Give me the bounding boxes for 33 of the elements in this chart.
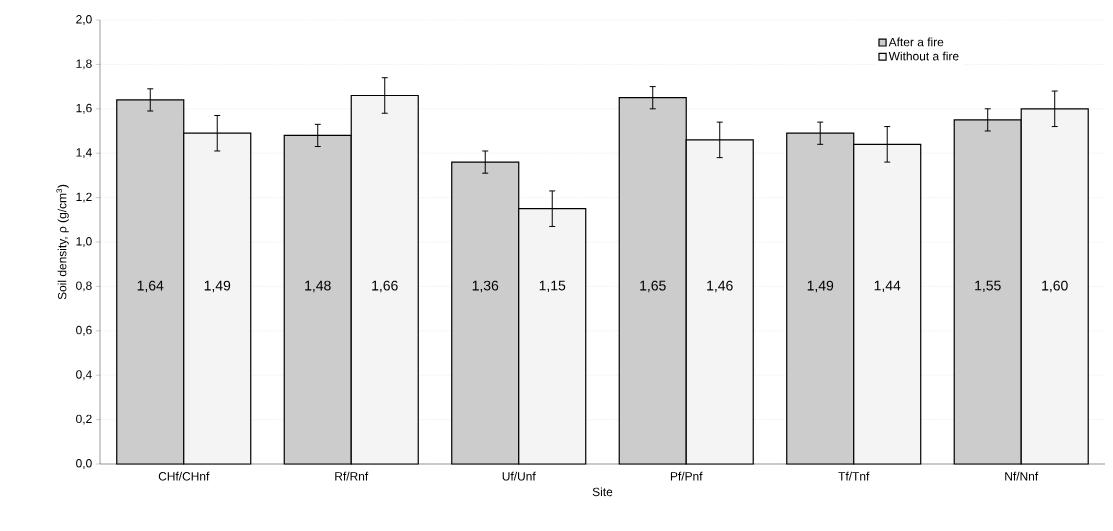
y-tick-label: 1,2	[76, 192, 92, 203]
y-tick-label: 1,6	[76, 103, 92, 114]
data-label: 1,49	[807, 280, 834, 293]
data-label: 1,46	[707, 280, 733, 293]
data-label: 1,66	[372, 280, 398, 293]
y-tick-label: 1,0	[76, 237, 92, 247]
legend-label: Without a fire	[888, 51, 959, 61]
x-tick-label: Rf/Rnf	[335, 471, 369, 481]
y-axis-title: Soil density, ρ (g/cm$^{3}$)	[56, 184, 69, 300]
legend-label: After a fire	[888, 37, 944, 47]
x-tick-label: Nf/Nnf	[1005, 471, 1039, 481]
y-tick-label: 0,4	[76, 370, 92, 381]
data-label: 1,64	[137, 280, 164, 293]
x-tick-label: Pf/Pnf	[670, 471, 703, 481]
data-label: 1,65	[640, 280, 666, 293]
data-label: 1,49	[204, 280, 231, 293]
y-tick-label: 1,8	[76, 59, 92, 70]
y-tick-label: 2,0	[76, 15, 92, 25]
data-label: 1,48	[305, 280, 331, 293]
y-tick-label: 0,8	[76, 281, 92, 292]
data-label: 1,36	[472, 280, 499, 293]
x-tick-label: Uf/Unf	[502, 471, 536, 481]
y-tick-label: 1,4	[76, 148, 92, 159]
data-label: 1,15	[539, 280, 566, 293]
data-label: 1,44	[874, 280, 901, 293]
data-label: 1,55	[975, 280, 1001, 293]
x-axis-title: Site	[592, 487, 613, 497]
data-label: 1,60	[1042, 280, 1068, 293]
x-tick-label: CHf/CHnf	[158, 471, 210, 481]
y-tick-label: 0,6	[76, 325, 92, 336]
y-tick-label: 0,0	[76, 459, 92, 469]
y-tick-label: 0,2	[76, 414, 92, 425]
x-tick-label: Tf/Tnf	[838, 471, 870, 481]
